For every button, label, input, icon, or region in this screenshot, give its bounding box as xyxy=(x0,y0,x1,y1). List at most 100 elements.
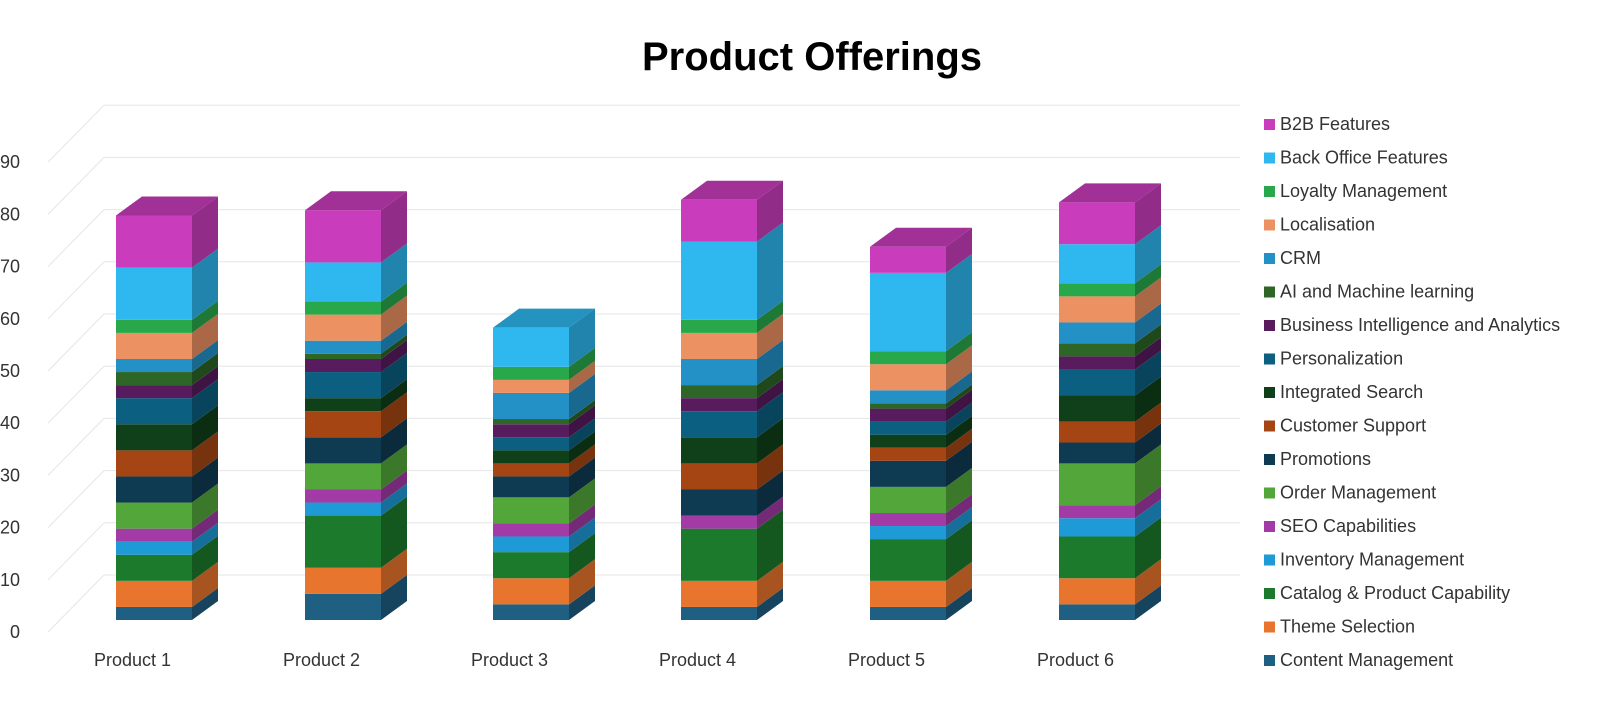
y-tick-label: 20 xyxy=(0,518,20,538)
legend-item[interactable]: Customer Support xyxy=(1264,416,1426,436)
legend-item[interactable]: Personalization xyxy=(1264,349,1403,369)
bar-segment xyxy=(305,301,381,315)
bar-segment xyxy=(1059,343,1135,357)
bar-segment xyxy=(870,434,946,448)
bar-segment-side xyxy=(192,300,218,333)
bar-segment-side xyxy=(381,340,407,373)
legend-item[interactable]: Content Management xyxy=(1264,650,1453,670)
legend-item[interactable]: Order Management xyxy=(1264,483,1436,503)
legend-label: CRM xyxy=(1280,248,1321,268)
legend-label: AI and Machine learning xyxy=(1280,282,1474,302)
legend-swatch xyxy=(1264,554,1275,566)
bar-segment xyxy=(681,199,757,242)
bar-segment-side xyxy=(757,587,783,620)
gridline-slant xyxy=(47,261,105,320)
gridline-slant xyxy=(47,209,105,267)
legend-swatch xyxy=(1264,387,1275,398)
legend-item[interactable]: Inventory Management xyxy=(1264,550,1464,570)
legend-item[interactable]: Catalog & Product Capability xyxy=(1264,583,1510,603)
legend-label: Personalization xyxy=(1280,349,1403,369)
bar-segment xyxy=(493,424,569,438)
bar-segment-side xyxy=(1135,444,1161,506)
bar-segment-side xyxy=(381,243,407,302)
bar-segment-side xyxy=(757,300,783,333)
bar-segment-side xyxy=(192,522,218,555)
legend-swatch xyxy=(1264,487,1275,499)
bar-segment xyxy=(493,578,569,605)
bar-segment-side xyxy=(192,457,218,503)
bar-segment-side xyxy=(1135,517,1161,579)
legend-item[interactable]: SEO Capabilities xyxy=(1264,516,1416,536)
legend-item[interactable]: CRM xyxy=(1264,248,1321,268)
bar-segment xyxy=(493,419,569,425)
bar-segment-side xyxy=(192,366,218,399)
bar-segment xyxy=(870,580,946,607)
bar-segment xyxy=(681,437,757,464)
bar-segment xyxy=(493,536,569,553)
legend-item[interactable]: B2B Features xyxy=(1264,114,1390,134)
bar-segment-side xyxy=(1135,225,1161,284)
bar-segment-side xyxy=(569,559,595,605)
bar-segment-side xyxy=(569,533,595,579)
bar-segment-side xyxy=(946,493,972,527)
legend-swatch xyxy=(1264,353,1275,365)
legend-item[interactable]: Business Intelligence and Analytics xyxy=(1264,315,1560,335)
bar-segment xyxy=(116,541,192,555)
bar-segment xyxy=(1059,202,1135,245)
legend-item[interactable]: AI and Machine learning xyxy=(1264,282,1474,302)
bar-segment xyxy=(305,372,381,399)
gridline-slant xyxy=(47,157,105,215)
bar-segment-side xyxy=(1135,277,1161,323)
bar-segment xyxy=(305,502,381,516)
bar-segment xyxy=(681,359,757,386)
bar-segment-side xyxy=(946,561,972,607)
bar-segment xyxy=(116,359,192,373)
bar-segment xyxy=(305,567,381,594)
bar-segment xyxy=(1059,356,1135,370)
bar-segment xyxy=(870,460,946,487)
bar-segment-side xyxy=(946,520,972,581)
bar-segment xyxy=(493,366,569,380)
bar-segment xyxy=(1059,442,1135,464)
bar-segment-side xyxy=(569,400,595,425)
bar-segment xyxy=(305,359,381,373)
bar-segment xyxy=(116,528,192,542)
legend-item[interactable]: Integrated Search xyxy=(1264,382,1423,402)
bar-segment-side xyxy=(1135,183,1161,245)
legend[interactable]: B2B Features Back Office Features Loyalty … xyxy=(1264,114,1560,670)
bar-segment-side xyxy=(757,561,783,607)
bar-segment-side xyxy=(757,509,783,581)
bar-segment xyxy=(493,392,569,420)
bar-segment xyxy=(116,215,192,268)
gridline-slant xyxy=(47,365,105,424)
bar-segment xyxy=(1059,604,1135,620)
bar-segment-side xyxy=(381,470,407,503)
bar-segment-side xyxy=(1135,402,1161,443)
legend-item[interactable]: Loyalty Management xyxy=(1264,181,1447,201)
bar-segment xyxy=(116,580,192,607)
bar-segment-side xyxy=(1135,559,1161,605)
bar-segment xyxy=(493,604,569,620)
bar-segment-side xyxy=(569,585,595,620)
legend-item[interactable]: Localisation xyxy=(1264,215,1375,235)
bar-segment xyxy=(681,332,757,359)
legend-label: Back Office Features xyxy=(1280,148,1448,168)
bar-segment-side xyxy=(946,507,972,540)
legend-label: Catalog & Product Capability xyxy=(1280,583,1510,603)
bar-segment xyxy=(1059,536,1135,579)
legend-swatch xyxy=(1264,588,1275,599)
bar-segment xyxy=(305,463,381,490)
legend-item[interactable]: Theme Selection xyxy=(1264,617,1415,637)
legend-swatch xyxy=(1264,119,1275,130)
legend-item[interactable]: Back Office Features xyxy=(1264,148,1448,168)
bar-segment-side xyxy=(1135,337,1161,370)
bar-segment xyxy=(681,528,757,581)
bar-segment-side xyxy=(569,457,595,498)
gridline-slant xyxy=(47,104,105,163)
bar-segment-side xyxy=(946,587,972,620)
bar-segment-side xyxy=(757,222,783,320)
bar-segment xyxy=(1059,505,1135,519)
bar-segment xyxy=(305,593,381,620)
bar-segment-side xyxy=(569,360,595,393)
legend-item[interactable]: Promotions xyxy=(1264,449,1371,469)
